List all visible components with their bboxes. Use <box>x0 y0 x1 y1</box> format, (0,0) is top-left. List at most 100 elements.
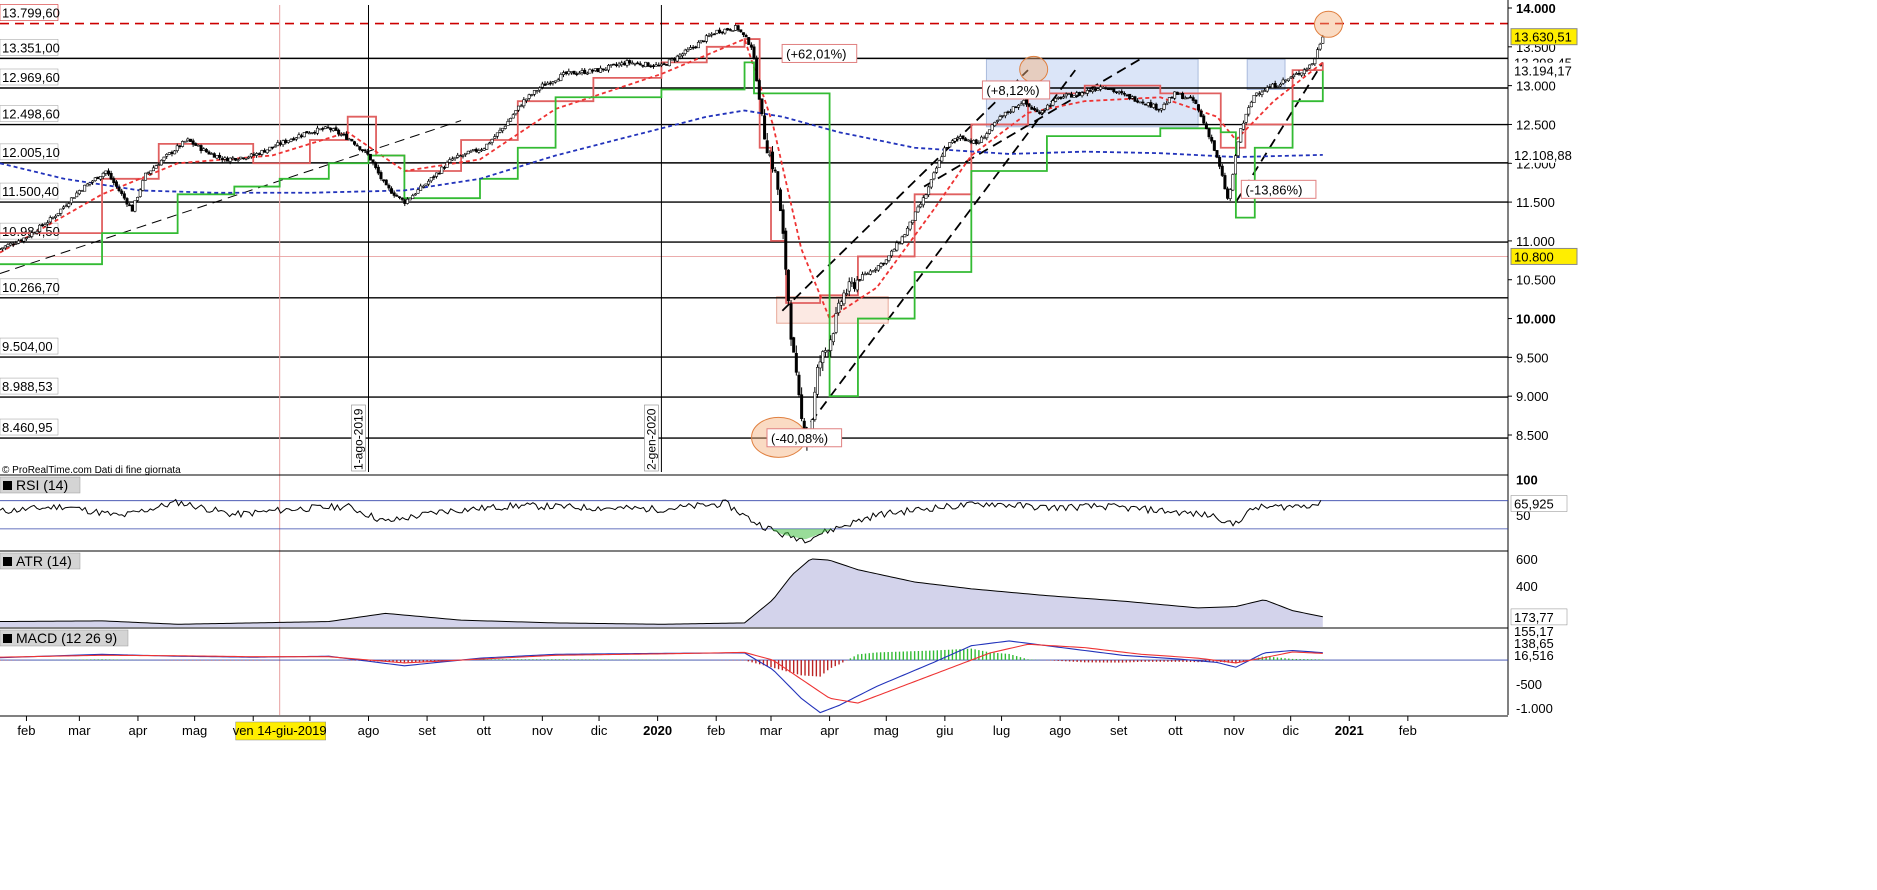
candle-body <box>749 44 753 48</box>
candle-body <box>51 217 55 219</box>
vertical-marker-label-0: 1-ago-2019 <box>351 408 365 470</box>
candle-body <box>61 206 65 209</box>
candle-body <box>1001 115 1005 117</box>
candle-body <box>892 248 896 252</box>
candle-body <box>961 135 965 140</box>
x-tick-label-17: lug <box>993 723 1010 738</box>
candle-body <box>726 28 730 31</box>
atr-last-bg <box>1510 608 1568 626</box>
price-badge-4: 10.800 <box>1514 249 1554 264</box>
price-badge-3: 12.108,88 <box>1514 148 1572 163</box>
candle-body <box>1181 93 1185 99</box>
candle-body <box>1165 103 1169 105</box>
candle-body <box>477 150 481 153</box>
macd-tick-0: -500 <box>1516 677 1542 692</box>
rsi-line <box>0 498 1322 544</box>
y-tick-label-2: 13.000 <box>1516 79 1556 94</box>
candle-body <box>601 68 605 71</box>
candle-body <box>1183 97 1187 100</box>
y-tick-label-9: 9.500 <box>1516 350 1549 365</box>
x-tick-label-16: giu <box>936 723 953 738</box>
candle-body <box>628 60 632 64</box>
candle-body <box>374 162 378 168</box>
candle-body <box>1318 43 1322 50</box>
candle-body <box>1146 102 1150 106</box>
price-badge-bg-0 <box>1510 28 1578 46</box>
candle-body <box>710 33 714 36</box>
candle-body <box>606 65 610 71</box>
y-tick-label-0: 14.000 <box>1516 1 1556 16</box>
vertical-markers: 1-ago-2019 2-gen-2020 <box>279 5 662 715</box>
rsi-tick-0: 100 <box>1516 473 1538 488</box>
candle-body <box>405 198 409 204</box>
annotation-label-0: (+62,01%) <box>786 46 846 61</box>
candle-body <box>744 34 748 38</box>
candle-body <box>530 94 534 96</box>
candle-body <box>183 140 187 143</box>
price-badge-bg-3 <box>1511 146 1577 163</box>
channel-line-0 <box>0 120 462 274</box>
candle-body <box>337 129 341 135</box>
candle-body <box>464 152 468 155</box>
candle-body <box>593 68 597 71</box>
candle-body <box>1178 93 1182 95</box>
candle-body <box>617 63 621 67</box>
candle-body <box>641 64 645 67</box>
level-label-bg-10 <box>0 418 59 436</box>
candle-body <box>522 99 526 107</box>
candle-body <box>847 281 851 292</box>
candle-body <box>466 150 470 155</box>
candle-body <box>853 282 857 289</box>
candle-body <box>1099 86 1103 90</box>
candle-body <box>792 337 796 353</box>
x-tick-label-22: dic <box>1282 723 1299 738</box>
channel-line-4 <box>1235 61 1324 203</box>
level-label-9: 8.988,53 <box>2 379 53 394</box>
candle-body <box>548 82 552 85</box>
candle-body <box>215 155 219 159</box>
candle-body <box>665 64 669 66</box>
time-axis: feb mar apr mag giu lug ago set ott nov dic 2020 feb… <box>0 715 1508 741</box>
level-label-4: 12.005,10 <box>2 145 60 160</box>
candle-body <box>815 367 819 395</box>
atr-tick-0: 600 <box>1516 552 1538 567</box>
candle-body <box>839 301 843 306</box>
candle-body <box>9 242 13 246</box>
candle-body <box>1252 94 1256 103</box>
vertical-marker-label-1: 2-gen-2020 <box>644 408 658 470</box>
candle-body <box>133 200 137 212</box>
price-badge-bg-4 <box>1510 247 1578 265</box>
candle-body <box>1297 72 1301 75</box>
candle-body <box>768 154 772 156</box>
candle-body <box>310 132 314 134</box>
candle-body <box>480 149 484 152</box>
candle-body <box>842 292 846 305</box>
candle-body <box>630 62 634 65</box>
level-label-10: 8.460,95 <box>2 420 53 435</box>
candle-body <box>501 127 505 132</box>
candle-body <box>353 141 357 145</box>
level-label-bg-7 <box>0 278 59 296</box>
candle-body <box>300 135 304 137</box>
candle-body <box>204 149 208 153</box>
candle-body <box>368 153 372 161</box>
x-tick-label-0: feb <box>17 723 35 738</box>
candle-body <box>1310 63 1314 65</box>
candle-body <box>358 146 362 150</box>
candle-body <box>1308 64 1312 69</box>
candle-body <box>1218 156 1222 167</box>
candle-body <box>908 221 912 230</box>
candle-body <box>30 232 34 237</box>
candle-body <box>919 203 923 208</box>
candle-body <box>620 62 624 66</box>
candle-body <box>1120 91 1124 94</box>
x-tick-label-1: mar <box>68 723 91 738</box>
candle-body <box>450 158 454 161</box>
candle-body <box>659 63 663 66</box>
candle-body <box>1136 100 1140 103</box>
candle-body <box>752 46 756 59</box>
candle-body <box>268 146 272 151</box>
candle-body <box>895 242 899 251</box>
candle-body <box>673 59 677 61</box>
candle-body <box>22 237 26 242</box>
